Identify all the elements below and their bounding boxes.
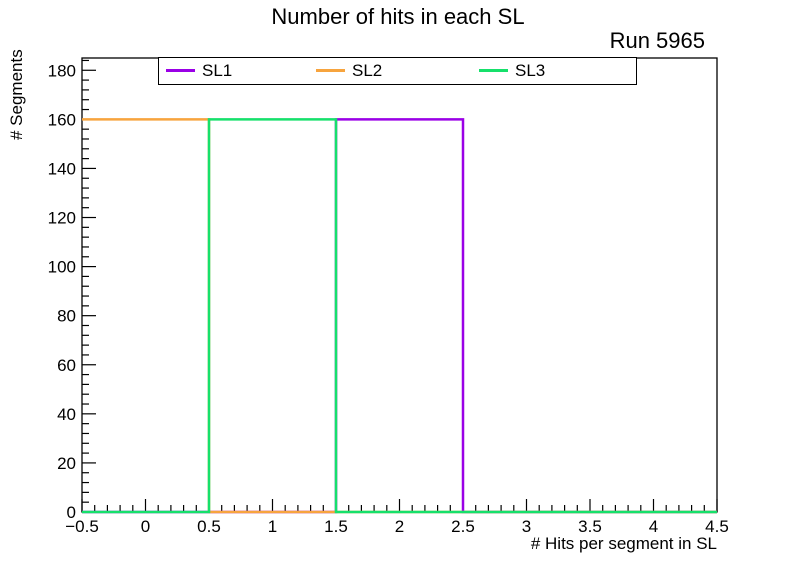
x-tick-label: 3.5 <box>578 517 602 536</box>
series-SL1 <box>82 118 717 514</box>
plot-frame <box>81 57 718 513</box>
legend-line-swatch <box>316 69 345 72</box>
y-tick-label: 20 <box>57 454 76 473</box>
series-SL3 <box>82 118 717 514</box>
legend-line-swatch <box>479 69 508 72</box>
chart-title: Number of hits in each SL <box>271 4 525 29</box>
x-tick-label: 3 <box>522 517 531 536</box>
x-tick-label: 2 <box>395 517 404 536</box>
legend-item-SL3: SL3 <box>479 58 545 83</box>
legend-item-SL2: SL2 <box>316 58 382 83</box>
run-annotation: Run 5965 <box>609 28 705 53</box>
y-axis-title: # Segments <box>7 49 26 140</box>
y-tick-label: 160 <box>48 110 76 129</box>
legend-item-SL1: SL1 <box>166 58 232 83</box>
y-tick-label: 40 <box>57 405 76 424</box>
y-tick-label: 100 <box>48 258 76 277</box>
legend-label: SL3 <box>515 61 546 80</box>
y-tick-label: 0 <box>67 503 76 522</box>
x-tick-label: −0.5 <box>65 517 99 536</box>
legend-label: SL2 <box>352 61 383 80</box>
x-axis-title: # Hits per segment in SL <box>530 534 717 553</box>
y-tick-label: 180 <box>48 61 76 80</box>
y-tick-label: 120 <box>48 209 76 228</box>
legend-line-swatch <box>166 69 195 72</box>
series-SL2 <box>82 118 717 514</box>
x-tick-label: 0 <box>141 517 150 536</box>
legend: SL1 SL2 SL3 <box>158 57 637 85</box>
x-tick-label: 1.5 <box>324 517 348 536</box>
x-tick-label: 2.5 <box>451 517 475 536</box>
legend-label: SL1 <box>202 61 233 80</box>
x-tick-label: 1 <box>268 517 277 536</box>
y-tick-label: 80 <box>57 307 76 326</box>
y-tick-label: 60 <box>57 356 76 375</box>
y-tick-label: 140 <box>48 159 76 178</box>
x-tick-label: 4.5 <box>705 517 729 536</box>
x-tick-label: 4 <box>649 517 658 536</box>
x-tick-label: 0.5 <box>197 517 221 536</box>
